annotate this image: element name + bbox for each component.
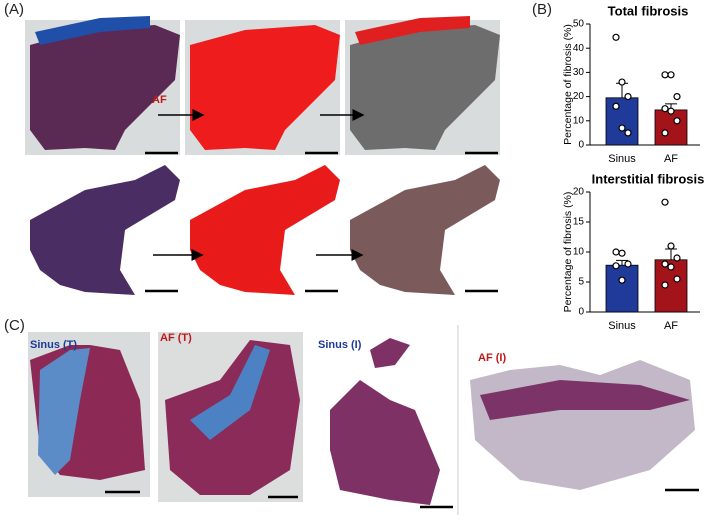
x-tick-label: AF	[664, 320, 678, 332]
y-tick-label: 10	[573, 115, 585, 126]
image-label: Sinus (T)	[30, 339, 77, 351]
data-point	[661, 105, 669, 113]
data-point	[624, 260, 632, 268]
data-point	[673, 117, 681, 125]
data-point	[667, 107, 675, 115]
bar	[605, 264, 639, 313]
data-point	[612, 102, 620, 110]
data-point	[624, 92, 632, 101]
image-label: AF	[152, 94, 167, 106]
data-point	[661, 260, 669, 268]
data-point	[661, 129, 669, 137]
data-point	[661, 71, 669, 79]
panel-label: (A)	[4, 1, 24, 18]
panel-c-images	[28, 325, 699, 515]
image-label: AF (T)	[160, 332, 192, 344]
image-label: AF (I)	[478, 352, 506, 364]
data-point	[667, 263, 675, 271]
bar	[605, 97, 639, 146]
data-point	[618, 124, 626, 132]
y-axis-label: Percentage of fibrosis (%)	[562, 24, 574, 145]
panel-label: (B)	[532, 1, 552, 18]
data-point	[612, 248, 620, 256]
y-axis-label: Percentage of fibrosis (%)	[562, 192, 574, 313]
image-label: Sinus (I)	[318, 339, 362, 351]
y-tick-label: 10	[573, 247, 585, 258]
y-tick-label: 0	[578, 307, 584, 318]
y-tick-label: 20	[573, 187, 585, 198]
panel-label: (C)	[4, 317, 25, 334]
panel-a-images	[25, 16, 500, 295]
data-point	[612, 33, 620, 41]
data-point	[667, 71, 675, 79]
data-point	[624, 129, 632, 137]
chart-title: Interstitial fibrosis	[592, 171, 705, 186]
x-tick-label: Sinus	[608, 320, 636, 332]
x-tick-label: Sinus	[608, 153, 636, 165]
data-point	[673, 275, 681, 283]
data-point	[661, 281, 669, 289]
data-point	[673, 92, 681, 101]
data-point	[618, 78, 626, 86]
data-point	[618, 249, 626, 257]
data-point	[661, 198, 669, 206]
data-point	[673, 254, 681, 262]
y-tick-label: 15	[573, 217, 585, 228]
y-tick-label: 40	[573, 43, 585, 54]
data-point	[612, 262, 620, 270]
bar	[654, 109, 688, 146]
y-tick-label: 30	[573, 67, 585, 78]
data-point	[618, 276, 626, 284]
data-point	[667, 242, 675, 250]
y-tick-label: 50	[573, 19, 585, 30]
chart-title: Total fibrosis	[608, 3, 689, 18]
y-tick-label: 5	[578, 277, 584, 288]
x-tick-label: AF	[664, 153, 678, 165]
y-tick-label: 20	[573, 91, 585, 102]
y-tick-label: 0	[578, 140, 584, 151]
